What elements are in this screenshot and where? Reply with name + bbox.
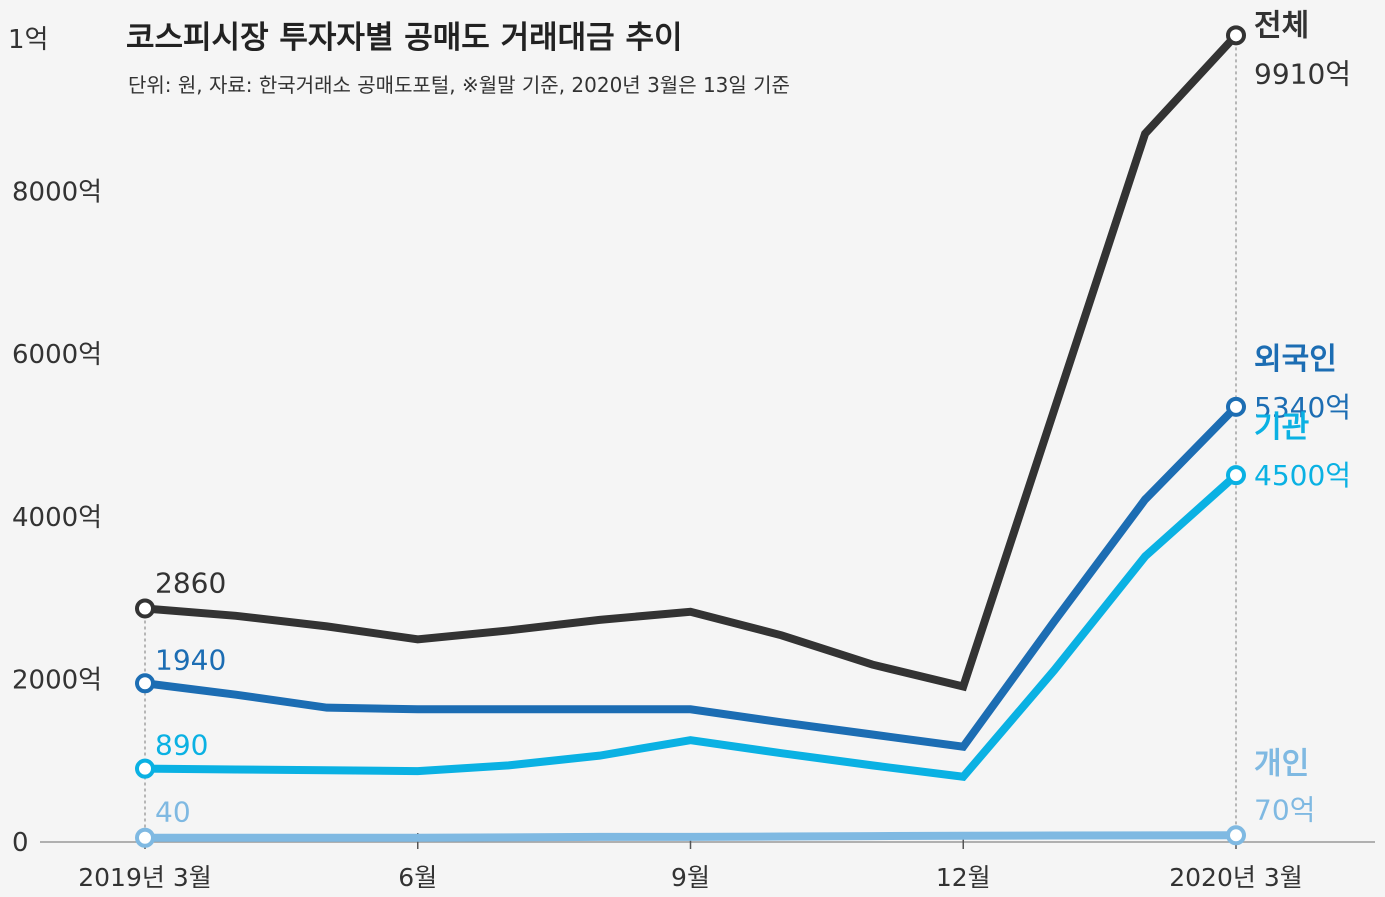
x-tick-label: 2019년 3월 [78,863,211,892]
series-name-label: 외국인 [1254,342,1337,377]
series-end-label: 4500억 [1254,459,1351,492]
series-end-label: 70억 [1254,793,1315,826]
series-line [145,831,1237,842]
x-tick-label: 12월 [936,863,991,892]
series-start-label: 1940 [155,643,226,676]
series-name-label: 개인 [1254,746,1309,781]
series-name-label: 전체 [1254,8,1309,43]
x-tick-label: 9월 [671,863,710,892]
series-line [144,404,1239,751]
series-marker [135,827,155,848]
y-tick-label: 4000억 [12,503,102,533]
chart-subtitle: 단위: 원, 자료: 한국거래소 공매도포털, ※월말 기준, 2020년 3월… [128,73,790,97]
series-start-label: 40 [155,796,191,829]
y-tick-label: 2000억 [12,665,102,695]
series-marker [135,598,155,619]
series-marker [1226,396,1246,417]
series-start-label: 890 [155,729,208,762]
series-end-label: 5340억 [1254,391,1351,424]
series-marker [1226,825,1246,846]
series-marker [135,673,155,694]
lines-layer [135,25,1246,848]
series-start-label: 2860 [155,566,226,599]
y-tick-label: 0 [12,828,29,858]
x-tick-label: 6월 [398,863,437,892]
series-line [144,32,1239,692]
series-marker [1226,465,1246,486]
y-tick-label: 8000억 [12,178,102,208]
x-tick-label: 2020년 3월 [1169,863,1302,892]
series-line [144,472,1239,782]
series-marker [135,758,155,779]
chart-title: 코스피시장 투자자별 공매도 거래대금 추이 [126,20,683,56]
series-marker [1226,25,1246,46]
series-end-label: 9910억 [1254,57,1351,90]
series-name-label: 기관 [1254,410,1309,445]
y-tick-label: 6000억 [12,340,102,370]
y-unit-label: 1억 [8,25,48,55]
